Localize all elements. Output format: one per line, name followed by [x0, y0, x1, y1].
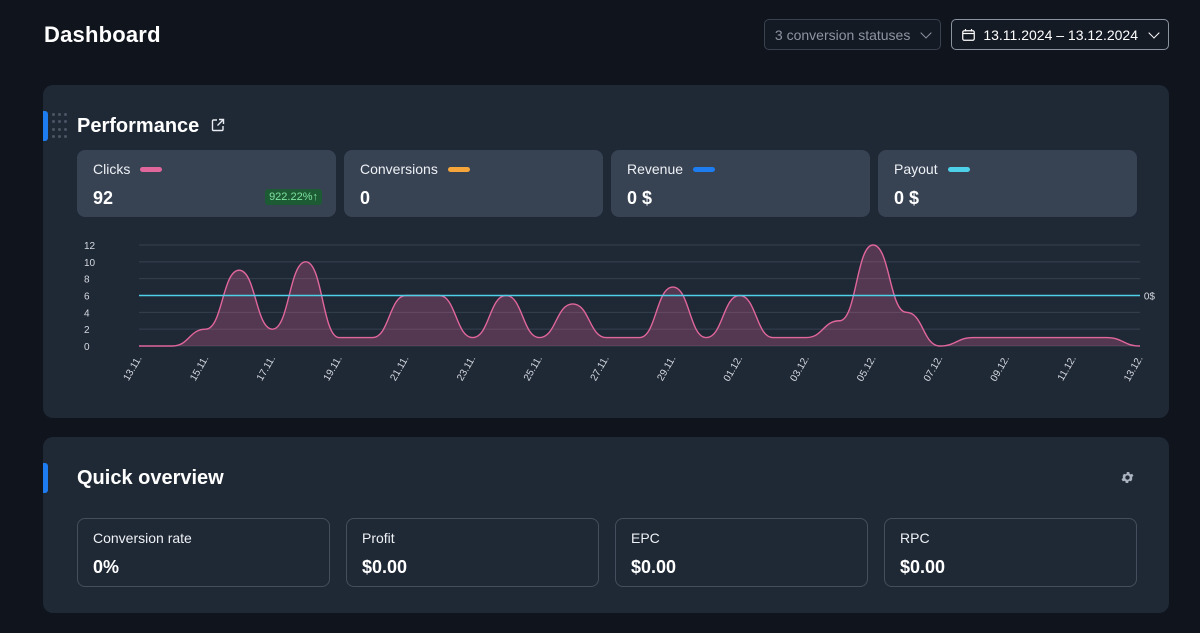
metric-label: Revenue	[627, 161, 684, 177]
x-tick-label: 19.11.	[322, 354, 345, 383]
metric-label: Conversions	[360, 161, 438, 177]
external-link-icon[interactable]	[211, 118, 225, 132]
y-tick-label: 12	[84, 241, 96, 252]
y-tick-label: 0	[84, 342, 90, 353]
metric-value: 0 $	[627, 188, 653, 208]
x-tick-label: 17.11.	[255, 354, 278, 383]
overview-value: $0.00	[900, 557, 946, 577]
series-swatch	[447, 166, 470, 172]
metric-label: Payout	[894, 161, 938, 177]
y-tick-label: 8	[84, 275, 90, 286]
chevron-down-icon	[920, 26, 932, 39]
header-controls: 3 conversion statuses 13.11.2024 – 13.12…	[763, 19, 1169, 50]
metric-card-conversions[interactable]: Conversions 0	[344, 150, 603, 217]
x-tick-label: 15.11.	[188, 354, 211, 383]
quick-overview-title: Quick overview	[77, 467, 224, 489]
overview-value: $0.00	[362, 557, 408, 577]
y-tick-label: 4	[84, 308, 90, 319]
section-accent-bar	[43, 463, 48, 493]
gear-icon[interactable]	[1120, 470, 1135, 485]
series-swatch	[140, 166, 163, 172]
x-tick-label: 03.12.	[788, 354, 811, 384]
overview-boxes: Conversion rate 0% Profit $0.00 EPC $0.0…	[77, 518, 1137, 587]
performance-title: Performance	[77, 115, 200, 137]
y-tick-label: 6	[84, 292, 90, 303]
metric-value: 92	[93, 188, 114, 208]
right-axis-label: 0$	[1144, 292, 1156, 303]
overview-label: RPC	[900, 530, 930, 546]
x-tick-label: 01.12.	[722, 354, 745, 384]
x-tick-label: 07.12.	[922, 354, 945, 384]
x-tick-label: 29.11.	[655, 354, 678, 383]
x-tick-label: 11.12.	[1056, 354, 1079, 383]
calendar-icon	[962, 28, 976, 41]
metric-value: 0 $	[894, 188, 920, 208]
overview-value: $0.00	[631, 557, 677, 577]
x-tick-label: 05.12.	[855, 354, 878, 384]
performance-chart[interactable]: 0 2 4 6 8 10 12 0$ 13.11. 15.11. 17.11. 19.11. 21.11…	[77, 235, 1157, 410]
x-tick-label: 23.11.	[455, 354, 478, 383]
x-tick-label: 13.11.	[122, 354, 145, 383]
date-range-label: 13.11.2024 – 13.12.2024	[983, 26, 1138, 43]
overview-label: EPC	[631, 530, 660, 546]
page-title: Dashboard	[44, 22, 161, 47]
date-range-picker[interactable]: 13.11.2024 – 13.12.2024	[951, 19, 1169, 50]
x-tick-label: 21.11.	[388, 354, 411, 383]
y-tick-label: 2	[84, 325, 90, 336]
chevron-down-icon	[1148, 26, 1160, 39]
drag-handle-icon[interactable]	[52, 113, 68, 139]
y-tick-label: 10	[84, 258, 96, 269]
overview-profit: Profit $0.00	[346, 518, 599, 587]
x-tick-label: 27.11.	[589, 354, 612, 383]
series-swatch	[693, 166, 716, 172]
change-badge: 922.22%↑	[265, 189, 322, 205]
clicks-line	[139, 244, 1141, 347]
performance-card: Performance Clicks 92 922.22%↑ Conversio…	[43, 85, 1169, 418]
overview-rpc: RPC $0.00	[884, 518, 1137, 587]
clicks-area	[139, 245, 1140, 346]
overview-label: Conversion rate	[93, 530, 192, 546]
conversion-status-select[interactable]: 3 conversion statuses	[763, 19, 942, 50]
metric-card-revenue[interactable]: Revenue 0 $	[611, 150, 870, 217]
overview-epc: EPC $0.00	[615, 518, 868, 587]
metric-card-payout[interactable]: Payout 0 $	[878, 150, 1137, 217]
metric-label: Clicks	[93, 161, 131, 177]
x-tick-label: 25.11.	[522, 354, 545, 383]
quick-overview-card: Quick overview Conversion rate 0% Profit…	[43, 437, 1169, 613]
overview-label: Profit	[362, 530, 395, 546]
overview-value: 0%	[93, 557, 120, 577]
x-tick-label: 09.12.	[989, 354, 1012, 384]
conversion-status-label: 3 conversion statuses	[774, 26, 911, 43]
x-tick-label: 13.12.	[1122, 354, 1145, 384]
metric-value: 0	[360, 188, 371, 208]
section-accent-bar	[43, 111, 48, 141]
metric-cards: Clicks 92 922.22%↑ Conversions 0 Revenue…	[77, 150, 1137, 217]
series-swatch	[947, 166, 970, 172]
overview-conversion-rate: Conversion rate 0%	[77, 518, 330, 587]
performance-chart-svg: 0 2 4 6 8 10 12 0$ 13.11. 15.11. 17.11. 19.11. 21.11…	[84, 241, 1156, 384]
metric-card-clicks[interactable]: Clicks 92 922.22%↑	[77, 150, 336, 217]
